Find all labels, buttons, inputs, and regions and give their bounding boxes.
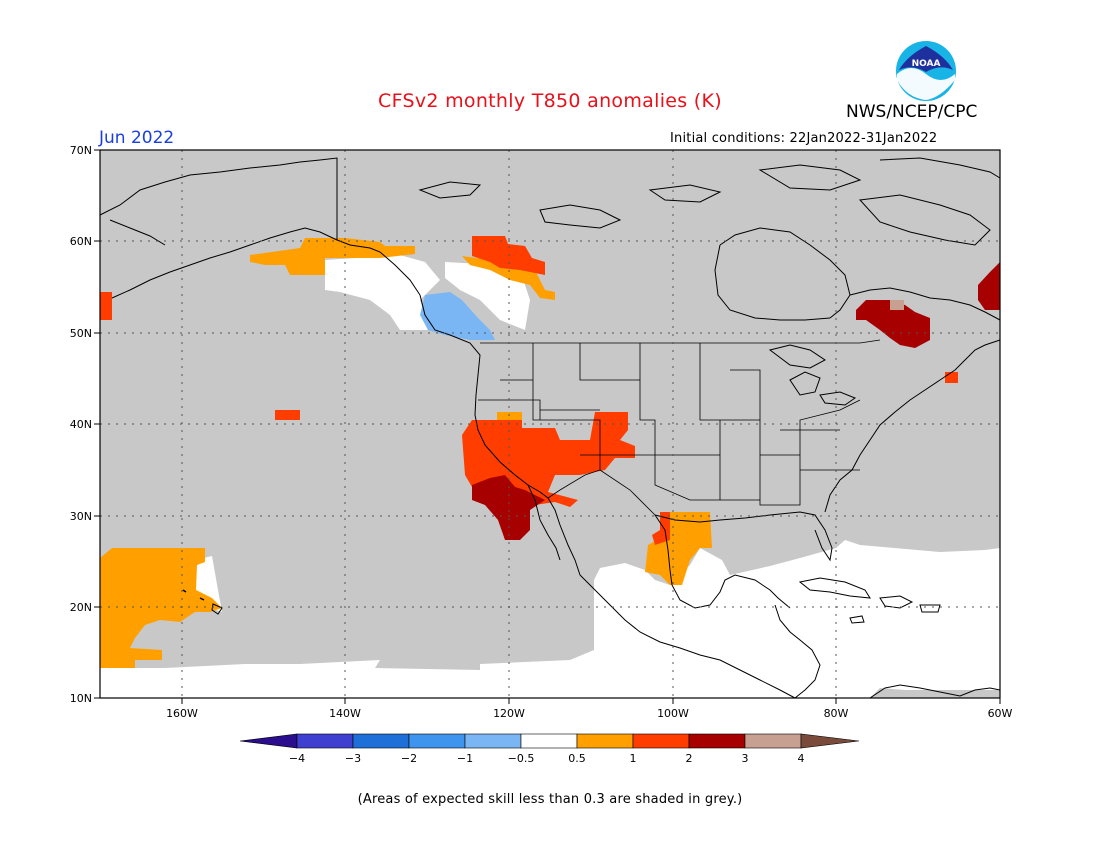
lat-label-50n: 50N [70, 327, 92, 340]
lon-label-100w: 100W [657, 707, 689, 720]
colorbar-label: −3 [345, 752, 361, 765]
lat-label-70n: 70N [70, 144, 92, 157]
longitude-labels: 160W 140W 120W 100W 80W 60W [166, 707, 1012, 720]
map-title: CFSv2 monthly T850 anomalies (K) [378, 90, 722, 112]
lon-label-60w: 60W [988, 707, 1013, 720]
lon-label-80w: 80W [824, 707, 849, 720]
warm-anomaly-tan [890, 300, 904, 310]
colorbar-swatch [408, 733, 466, 749]
colorbar-swatch [744, 733, 802, 749]
colorbar-swatch [688, 733, 746, 749]
lat-label-20n: 20N [70, 601, 92, 614]
agency-label: NWS/NCEP/CPC [846, 102, 978, 122]
colorbar-label: 0.5 [568, 752, 586, 765]
colorbar-label: 1 [630, 752, 637, 765]
lon-label-120w: 120W [493, 707, 525, 720]
coastlines [99, 157, 1001, 699]
colorbar-label: −2 [401, 752, 417, 765]
warm-anomaly-dark-red [472, 262, 1000, 540]
lat-label-10n: 10N [70, 692, 92, 705]
colorbar-swatch [352, 733, 410, 749]
latitude-labels: 70N 60N 50N 40N 30N 20N 10N [70, 144, 92, 705]
colorbar-label: −0.5 [508, 752, 535, 765]
graticule [100, 150, 1000, 698]
political-borders [478, 339, 881, 516]
colorbar-swatch [520, 733, 578, 749]
axis-ticks [94, 149, 1001, 704]
colorbar-arrow-low [239, 733, 298, 749]
lon-label-140w: 140W [329, 707, 361, 720]
colorbar-label: 4 [798, 752, 805, 765]
colorbar-swatch [632, 733, 690, 749]
colorbar-label: 2 [686, 752, 693, 765]
skill-footnote: (Areas of expected skill less than 0.3 a… [357, 792, 743, 807]
lat-label-40n: 40N [70, 418, 92, 431]
lat-label-60n: 60N [70, 235, 92, 248]
noaa-logo-text: NOAA [912, 59, 941, 69]
lat-label-30n: 30N [70, 510, 92, 523]
noaa-logo: NOAA [896, 41, 956, 101]
colorbar: −4 −3 −2 −1 −0.5 0.5 1 2 3 4 [239, 733, 860, 765]
colorbar-label: −1 [457, 752, 473, 765]
negative-anomaly-bc-coast [420, 292, 495, 340]
colorbar-label: −4 [289, 752, 305, 765]
colorbar-swatch [576, 733, 634, 749]
lon-label-160w: 160W [166, 707, 198, 720]
initial-conditions-label: Initial conditions: 22Jan2022-31Jan2022 [670, 131, 938, 146]
colorbar-arrow-high [800, 733, 860, 749]
colorbar-swatch [296, 733, 354, 749]
colorbar-label: 3 [742, 752, 749, 765]
valid-month-label: Jun 2022 [99, 128, 175, 148]
colorbar-swatch [464, 733, 522, 749]
